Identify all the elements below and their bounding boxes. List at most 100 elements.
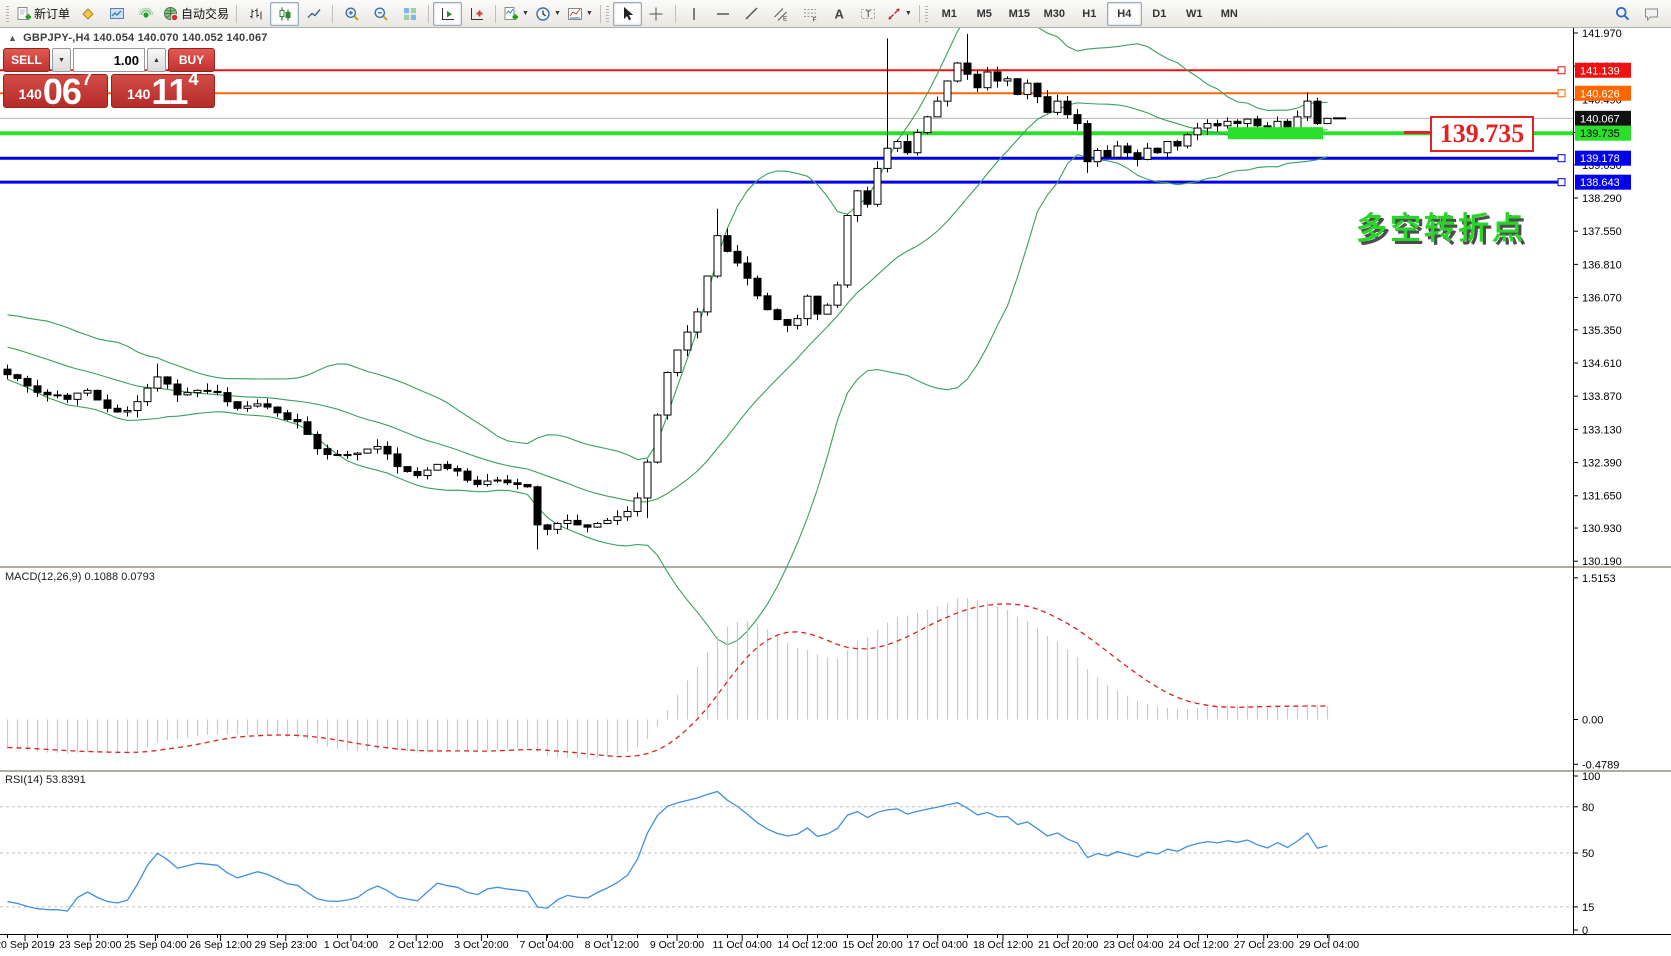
chart-frame <box>0 28 1671 951</box>
periods-button[interactable]: ▼ <box>532 2 564 26</box>
macd-pane: 1.5153 0.00 -0.4789 <box>6 573 1619 771</box>
cursor-button[interactable] <box>612 1 642 26</box>
chart-shift-icon <box>470 7 483 20</box>
zoom-in-icon <box>345 7 359 21</box>
templates-button[interactable]: ▼ <box>564 2 596 26</box>
autotrading-icon <box>164 6 179 21</box>
svg-text:138.290: 138.290 <box>1582 193 1622 205</box>
svg-text:15 Oct 20:00: 15 Oct 20:00 <box>843 939 903 951</box>
chat-button[interactable] <box>1637 2 1666 26</box>
chart-header: ▲ GBPJPY-,H4 140.054 140.070 140.052 140.… <box>8 32 268 44</box>
panel-collapse-arrow[interactable]: ▲ <box>8 33 18 43</box>
volume-increase-button[interactable]: ▲ <box>147 48 166 72</box>
svg-text:134.610: 134.610 <box>1582 358 1622 370</box>
buy-price-pip: 4 <box>188 69 199 89</box>
volume-decrease-button[interactable]: ▼ <box>52 48 71 72</box>
timeframe-mn[interactable]: MN <box>1220 7 1238 20</box>
text-button[interactable]: A <box>825 2 854 26</box>
toolbar-grip[interactable] <box>6 5 9 22</box>
svg-text:E: E <box>783 15 788 22</box>
rsi-name: RSI(14) <box>5 774 43 786</box>
new-order-icon <box>17 6 31 20</box>
metaeditor-button[interactable] <box>73 2 102 26</box>
timeframe-m1[interactable]: M1 <box>941 7 957 20</box>
buy-price-prefix: 140 <box>127 86 151 102</box>
timeframe-h1[interactable]: H1 <box>1082 7 1097 20</box>
toolbar-separator <box>332 4 334 23</box>
svg-text:80: 80 <box>1582 802 1594 814</box>
toolbar-separator <box>918 4 920 23</box>
trendline-button[interactable] <box>738 2 767 26</box>
horizontal-line-icon <box>717 12 730 15</box>
arrows-button[interactable]: ▼ <box>883 2 915 26</box>
trendline-icon <box>745 6 758 20</box>
sell-button[interactable]: SELL <box>3 48 50 72</box>
new-order-label: 新订单 <box>34 7 71 21</box>
candlestick-chart-button[interactable] <box>270 1 300 26</box>
zoom-out-icon <box>374 7 388 21</box>
bar-chart-button[interactable] <box>241 2 270 26</box>
svg-text:23 Sep 20:00: 23 Sep 20:00 <box>59 939 122 951</box>
toolbar-separator <box>236 4 238 23</box>
buy-price-display[interactable]: 140 11 4 <box>110 69 215 110</box>
crosshair-button[interactable] <box>642 2 671 26</box>
candlestick-chart-icon <box>279 7 291 20</box>
svg-text:17 Oct 04:00: 17 Oct 04:00 <box>908 939 968 951</box>
timeframe-d1[interactable]: D1 <box>1152 7 1167 20</box>
signals-button[interactable] <box>131 2 160 26</box>
candlestick-series <box>3 33 1346 550</box>
zoom-out-button[interactable] <box>366 2 395 26</box>
equidistant-channel-button[interactable]: E <box>767 2 796 26</box>
periods-clock-icon <box>536 6 550 21</box>
fibonacci-button[interactable]: F <box>796 2 825 26</box>
rsi-indicator-label: RSI(14) 53.8391 <box>5 774 86 786</box>
autotrading-button[interactable]: 自动交易 <box>160 2 232 26</box>
main-toolbar: 新订单 自动交易 ▼ ▼ <box>0 0 1671 28</box>
indicators-icon <box>504 6 519 20</box>
toolbar-grip[interactable] <box>924 5 928 22</box>
timeframe-m15[interactable]: M15 <box>1008 7 1030 20</box>
buy-button[interactable]: BUY <box>168 48 215 72</box>
vertical-line-button[interactable] <box>680 2 709 26</box>
sell-price-display[interactable]: 140 06 7 <box>3 69 108 112</box>
svg-text:24 Oct 12:00: 24 Oct 12:00 <box>1169 939 1229 951</box>
search-button[interactable] <box>1608 2 1637 26</box>
sell-price-prefix: 140 <box>18 86 42 102</box>
chart-window-button[interactable] <box>102 2 131 26</box>
tile-windows-button[interactable] <box>395 2 424 26</box>
chart-shift-button[interactable] <box>462 2 491 26</box>
timeframe-w1[interactable]: W1 <box>1186 7 1203 20</box>
highlight-zone-rect <box>1228 127 1323 140</box>
zoom-in-button[interactable] <box>337 2 366 26</box>
text-label-button[interactable]: T <box>854 2 883 26</box>
svg-text:132.390: 132.390 <box>1582 458 1622 470</box>
svg-text:1.5153: 1.5153 <box>1582 573 1616 585</box>
auto-scroll-button[interactable] <box>433 1 463 26</box>
indicators-button[interactable]: ▼ <box>500 2 532 26</box>
svg-text:100: 100 <box>1582 771 1600 783</box>
svg-text:7 Oct 04:00: 7 Oct 04:00 <box>519 939 573 951</box>
price-callout-label[interactable]: 139.735 <box>1430 116 1534 152</box>
timeframe-h4[interactable]: H4 <box>1106 1 1142 26</box>
volume-input[interactable] <box>73 48 145 72</box>
line-chart-button[interactable] <box>299 2 328 26</box>
new-order-button[interactable]: 新订单 <box>13 2 73 26</box>
svg-text:139.178: 139.178 <box>1580 153 1620 165</box>
sell-price-big: 06 <box>42 71 82 112</box>
timeframe-m5[interactable]: M5 <box>976 7 992 20</box>
timeframe-m30[interactable]: M30 <box>1043 7 1065 20</box>
svg-text:-0.4789: -0.4789 <box>1582 759 1619 771</box>
toolbar-grip[interactable] <box>605 5 609 22</box>
bar-chart-icon <box>249 8 262 19</box>
time-axis: 20 Sep 2019 23 Sep 20:00 25 Sep 04:00 26 Se… <box>0 935 1359 951</box>
svg-text:133.130: 133.130 <box>1582 424 1622 436</box>
svg-text:A: A <box>835 6 845 21</box>
svg-text:25 Sep 04:00: 25 Sep 04:00 <box>124 939 187 951</box>
horizontal-line-button[interactable] <box>709 2 738 26</box>
svg-text:130.930: 130.930 <box>1582 523 1622 535</box>
svg-text:3 Oct 20:00: 3 Oct 20:00 <box>454 939 508 951</box>
svg-text:18 Oct 12:00: 18 Oct 12:00 <box>973 939 1033 951</box>
sell-price-pip: 7 <box>81 69 92 89</box>
